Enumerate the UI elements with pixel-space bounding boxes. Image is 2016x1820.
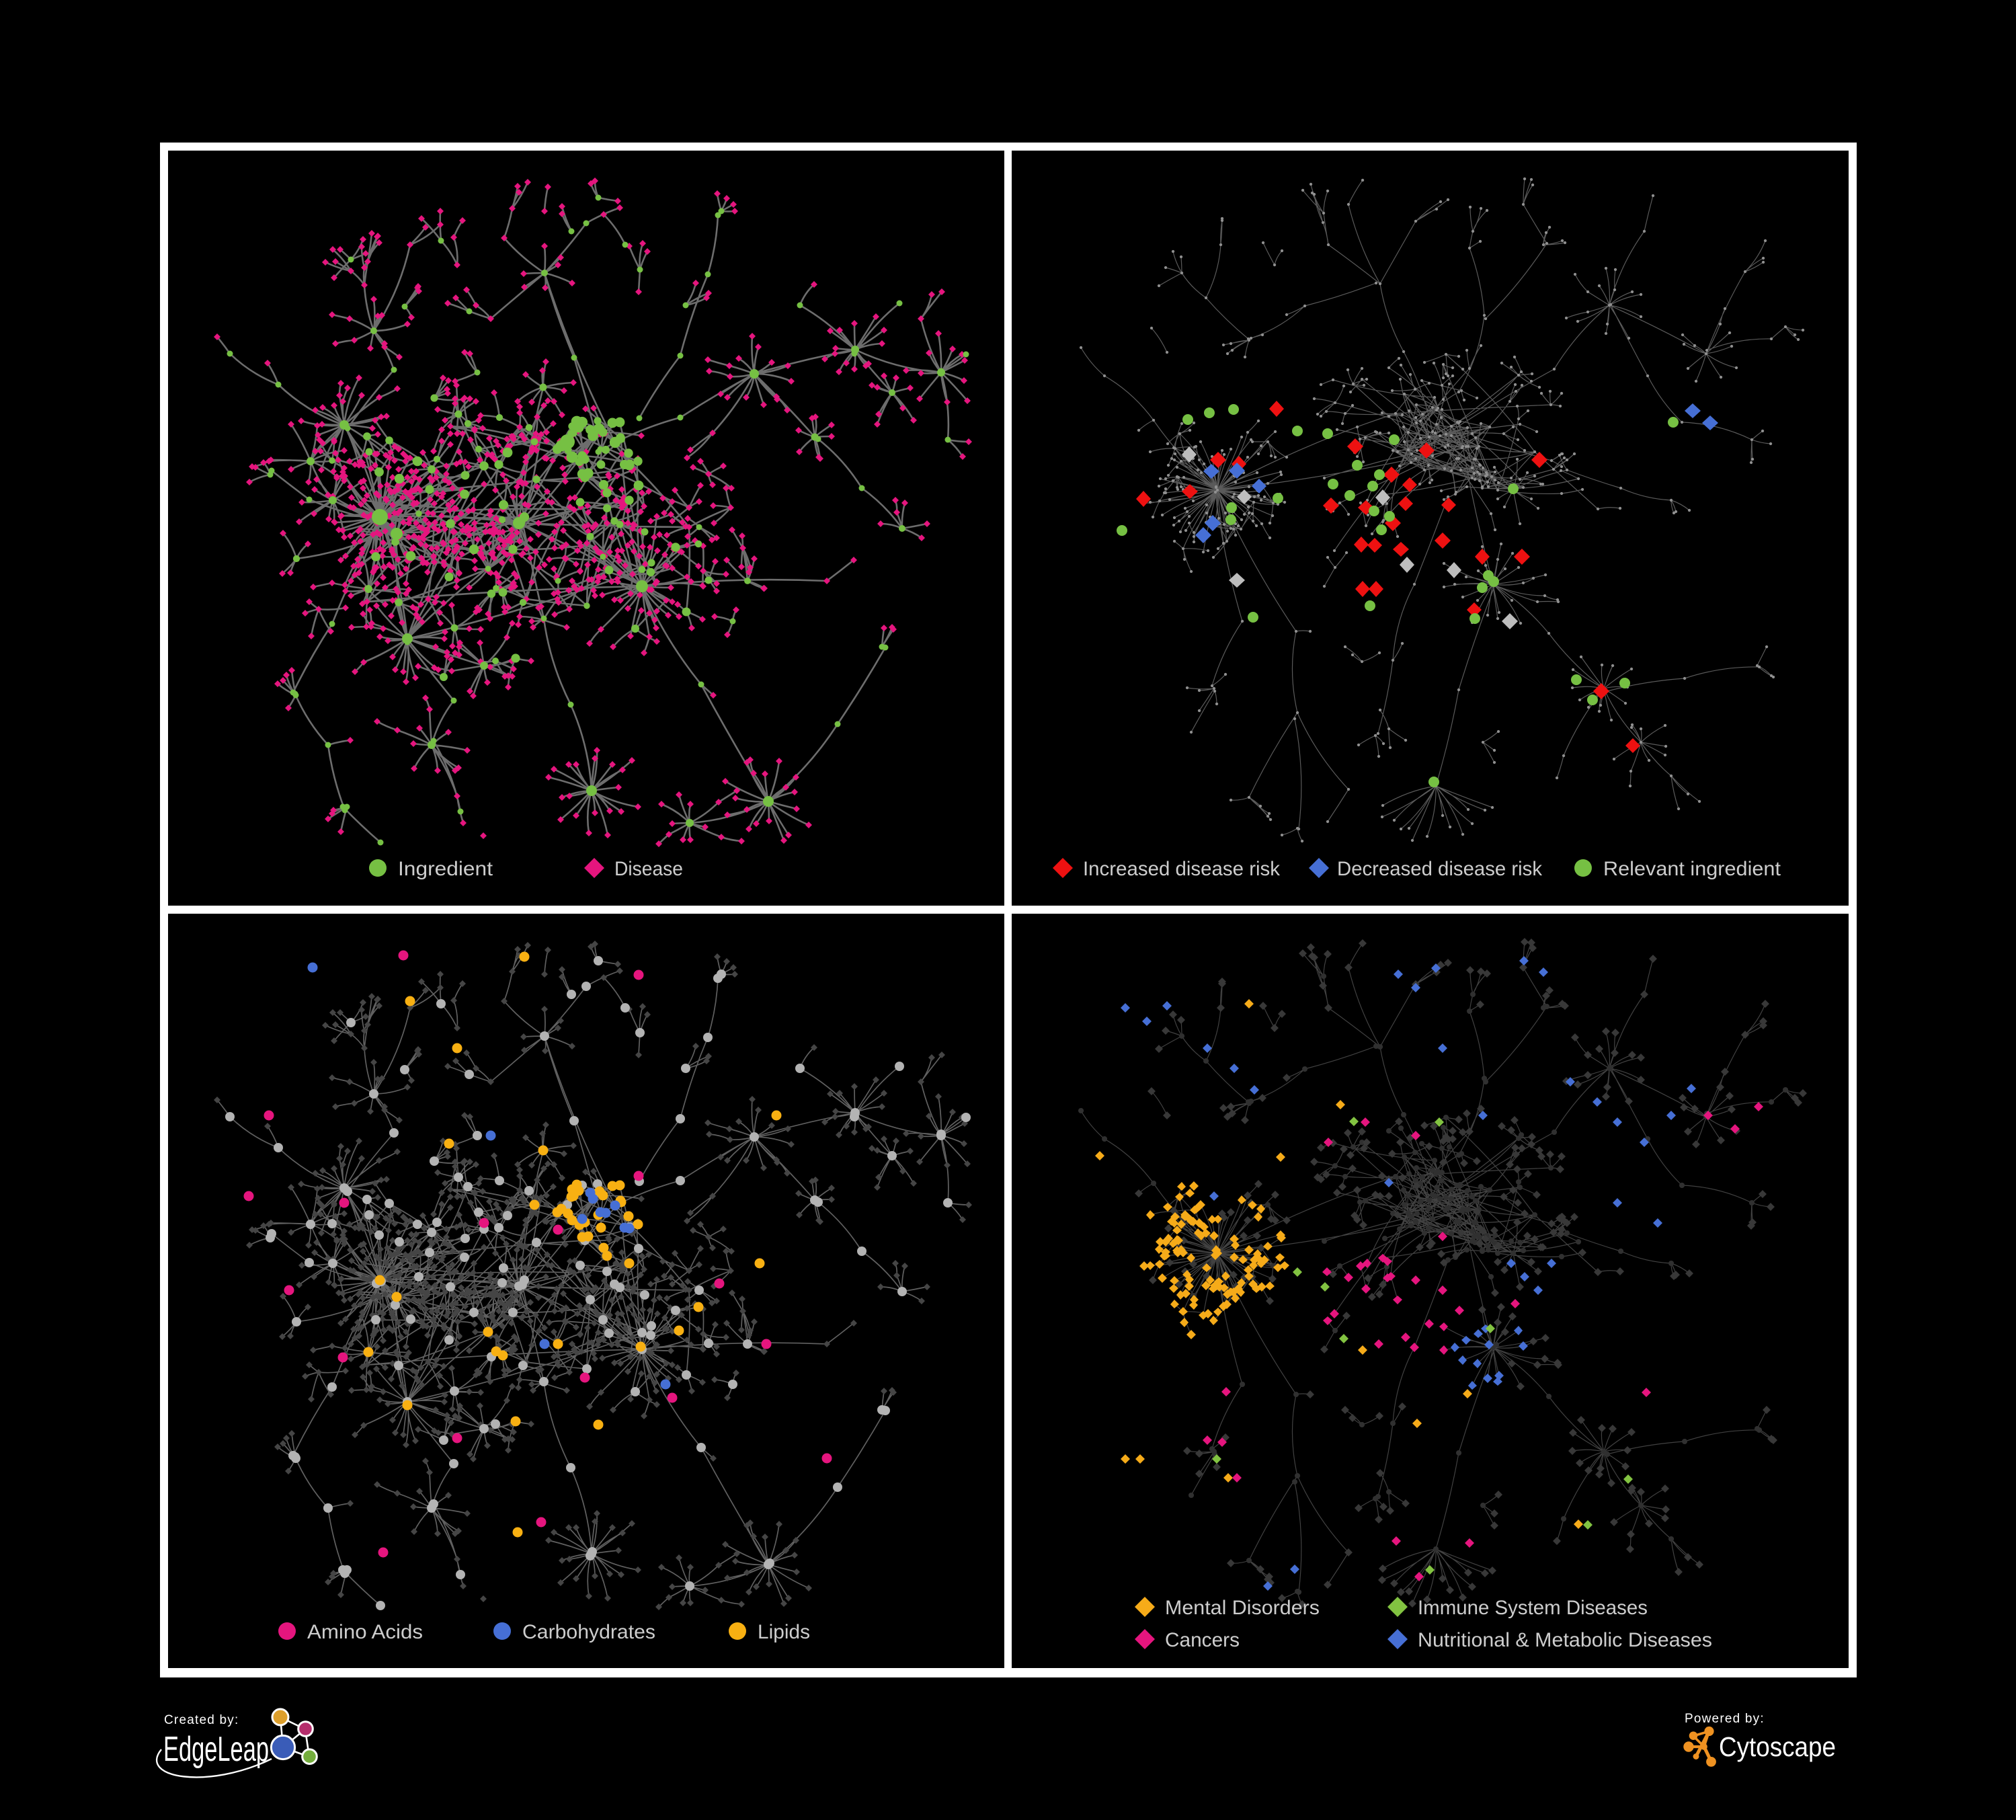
svg-text:Powered by:: Powered by: — [1685, 1712, 1765, 1726]
svg-text:Ingredient: Ingredient — [398, 858, 493, 880]
svg-text:Carbohydrates: Carbohydrates — [522, 1621, 655, 1643]
svg-text:Lipids: Lipids — [758, 1621, 810, 1643]
svg-text:Mental Disorders: Mental Disorders — [1165, 1597, 1320, 1619]
svg-text:Increased disease risk: Increased disease risk — [1083, 858, 1281, 880]
svg-text:Cancers: Cancers — [1165, 1629, 1240, 1651]
svg-text:Cytoscape: Cytoscape — [1719, 1731, 1836, 1762]
svg-text:Disease: Disease — [614, 858, 683, 880]
svg-text:EdgeLeap: EdgeLeap — [163, 1730, 269, 1769]
svg-text:Decreased disease risk: Decreased disease risk — [1337, 858, 1543, 880]
svg-text:Created by:: Created by: — [164, 1713, 239, 1727]
svg-text:Amino Acids: Amino Acids — [307, 1621, 423, 1643]
svg-text:Relevant ingredient: Relevant ingredient — [1603, 858, 1781, 880]
svg-text:Immune System Diseases: Immune System Diseases — [1418, 1597, 1648, 1619]
svg-text:Nutritional & Metabolic Diseas: Nutritional & Metabolic Diseases — [1418, 1629, 1712, 1651]
